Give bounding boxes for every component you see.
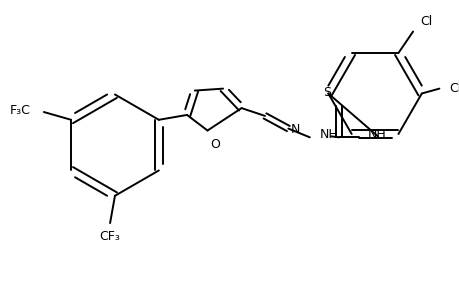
Text: Cl: Cl: [419, 15, 431, 28]
Text: CF₃: CF₃: [100, 230, 120, 243]
Text: F₃C: F₃C: [10, 103, 31, 117]
Text: O: O: [210, 138, 220, 151]
Text: S: S: [323, 86, 330, 99]
Text: N: N: [290, 123, 299, 136]
Text: Cl: Cl: [448, 82, 459, 95]
Text: NH: NH: [368, 128, 386, 141]
Text: NH: NH: [319, 128, 337, 141]
